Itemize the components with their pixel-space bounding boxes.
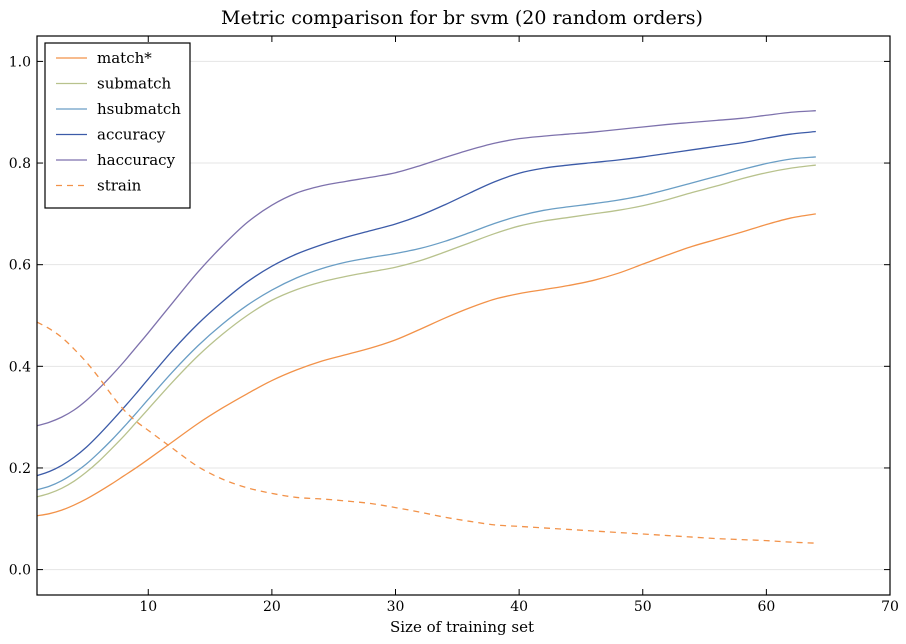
x-tick-label: 40 — [510, 599, 528, 615]
x-tick-label: 30 — [387, 599, 405, 615]
x-tick-label: 10 — [139, 599, 157, 615]
legend-label: submatch — [97, 75, 172, 93]
x-tick-label: 70 — [881, 599, 899, 615]
legend-label: hsubmatch — [97, 100, 181, 118]
legend: match* submatch hsubmatch accuracy haccuracy… — [44, 42, 191, 209]
x-tick-label: 60 — [757, 599, 775, 615]
y-tick-label: 0.4 — [9, 359, 31, 375]
axis-ticks: 10 20 30 40 50 60 70 0.0 0.2 0.4 0.6 0.8 1.0 — [9, 36, 899, 615]
plot-frame — [36, 35, 891, 596]
legend-label: strain — [97, 177, 142, 195]
legend-label: haccuracy — [97, 151, 176, 169]
legend-label: accuracy — [97, 126, 166, 144]
x-tick-label: 50 — [634, 599, 652, 615]
chart-title: Metric comparison for br svm (20 random … — [221, 7, 703, 29]
y-tick-label: 0.8 — [9, 156, 31, 172]
y-tick-label: 0.0 — [9, 563, 31, 579]
y-tick-label: 0.6 — [9, 258, 31, 274]
y-tick-label: 1.0 — [9, 54, 31, 70]
series-line-strain — [36, 321, 816, 544]
series-line-hsubmatch — [36, 156, 816, 491]
x-tick-label: 20 — [263, 599, 281, 615]
series-line-submatch — [36, 164, 816, 498]
series-line-accuracy — [36, 130, 816, 477]
y-tick-label: 0.2 — [9, 461, 31, 477]
series-line-match — [36, 213, 816, 517]
series-layer — [36, 110, 816, 544]
legend-label: match* — [97, 49, 152, 67]
x-axis-label: Size of training set — [390, 618, 534, 636]
series-line-haccuracy — [36, 110, 816, 427]
legend-box — [44, 42, 191, 209]
